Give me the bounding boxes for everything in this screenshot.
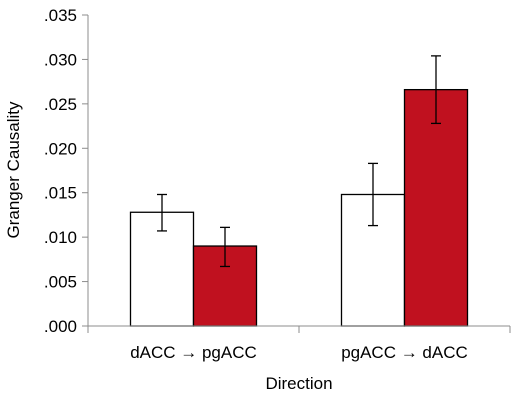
- y-tick-label: .025: [44, 95, 77, 114]
- y-tick-label: .030: [44, 50, 77, 69]
- x-axis-category-labels: dACC → pgACC pgACC → dACC: [130, 343, 468, 362]
- y-tick-label: .015: [44, 184, 77, 203]
- y-axis-ticks: .000 .005 .010 .015 .020 .025 .030 .035: [44, 6, 88, 336]
- y-tick-label: .020: [44, 139, 77, 158]
- bar-series: [129, 88, 469, 327]
- y-tick-label: .000: [44, 317, 77, 336]
- x-tick-label: dACC → pgACC: [130, 343, 257, 362]
- y-tick-label: .005: [44, 273, 77, 292]
- bar: [403, 88, 469, 327]
- y-tick-label: .035: [44, 6, 77, 25]
- y-axis-title: Granger Causality: [4, 101, 23, 239]
- x-axis-title: Direction: [265, 374, 332, 393]
- y-tick-label: .010: [44, 228, 77, 247]
- error-bars: [157, 55, 441, 268]
- x-tick-label: pgACC → dACC: [341, 343, 468, 362]
- x-axis-ticks: [87, 326, 511, 333]
